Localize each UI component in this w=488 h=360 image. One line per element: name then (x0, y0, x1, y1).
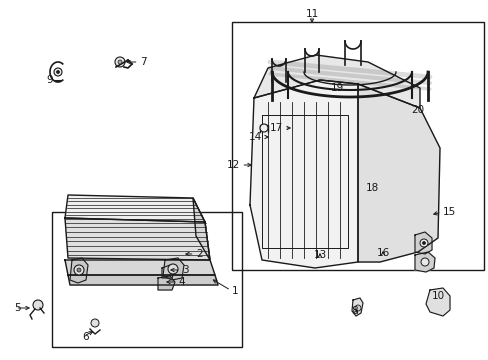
Polygon shape (414, 232, 431, 254)
Polygon shape (425, 288, 449, 316)
Circle shape (168, 264, 178, 274)
Text: 16: 16 (376, 248, 389, 258)
Circle shape (422, 242, 425, 244)
Text: 1: 1 (231, 286, 238, 296)
Circle shape (54, 68, 62, 76)
Polygon shape (253, 55, 419, 108)
Text: 20: 20 (410, 105, 424, 115)
Text: 14: 14 (248, 132, 262, 142)
Text: 2: 2 (196, 249, 202, 259)
Polygon shape (70, 258, 88, 283)
Text: 6: 6 (82, 332, 88, 342)
Circle shape (33, 300, 43, 310)
Polygon shape (357, 84, 439, 262)
Text: 12: 12 (226, 160, 240, 170)
Polygon shape (65, 218, 209, 260)
Circle shape (419, 239, 427, 247)
Circle shape (420, 258, 428, 266)
Text: 9: 9 (46, 75, 53, 85)
Polygon shape (414, 252, 434, 272)
Text: 13: 13 (313, 250, 326, 260)
Polygon shape (193, 198, 209, 260)
Circle shape (74, 265, 84, 275)
Text: 19: 19 (330, 83, 343, 93)
Text: 4: 4 (178, 277, 184, 287)
Circle shape (77, 268, 81, 272)
Circle shape (118, 60, 122, 64)
Text: 15: 15 (442, 207, 455, 217)
Text: 11: 11 (305, 9, 318, 19)
Text: 18: 18 (365, 183, 378, 193)
Polygon shape (162, 265, 175, 278)
Text: 17: 17 (269, 123, 283, 133)
Polygon shape (249, 80, 357, 268)
Polygon shape (351, 298, 362, 316)
Text: 10: 10 (430, 291, 444, 301)
Text: 3: 3 (182, 265, 188, 275)
Polygon shape (163, 258, 183, 280)
Bar (231, 22, 483, 270)
Bar (52, 212, 242, 347)
Circle shape (91, 319, 99, 327)
Text: 5: 5 (14, 303, 20, 313)
Text: 7: 7 (140, 57, 146, 67)
Text: 8: 8 (351, 306, 358, 316)
Polygon shape (65, 260, 215, 275)
Polygon shape (65, 195, 204, 222)
Circle shape (57, 71, 60, 73)
Circle shape (115, 57, 125, 67)
Polygon shape (68, 275, 218, 285)
Polygon shape (158, 276, 175, 290)
Circle shape (260, 124, 267, 132)
Circle shape (354, 305, 360, 311)
